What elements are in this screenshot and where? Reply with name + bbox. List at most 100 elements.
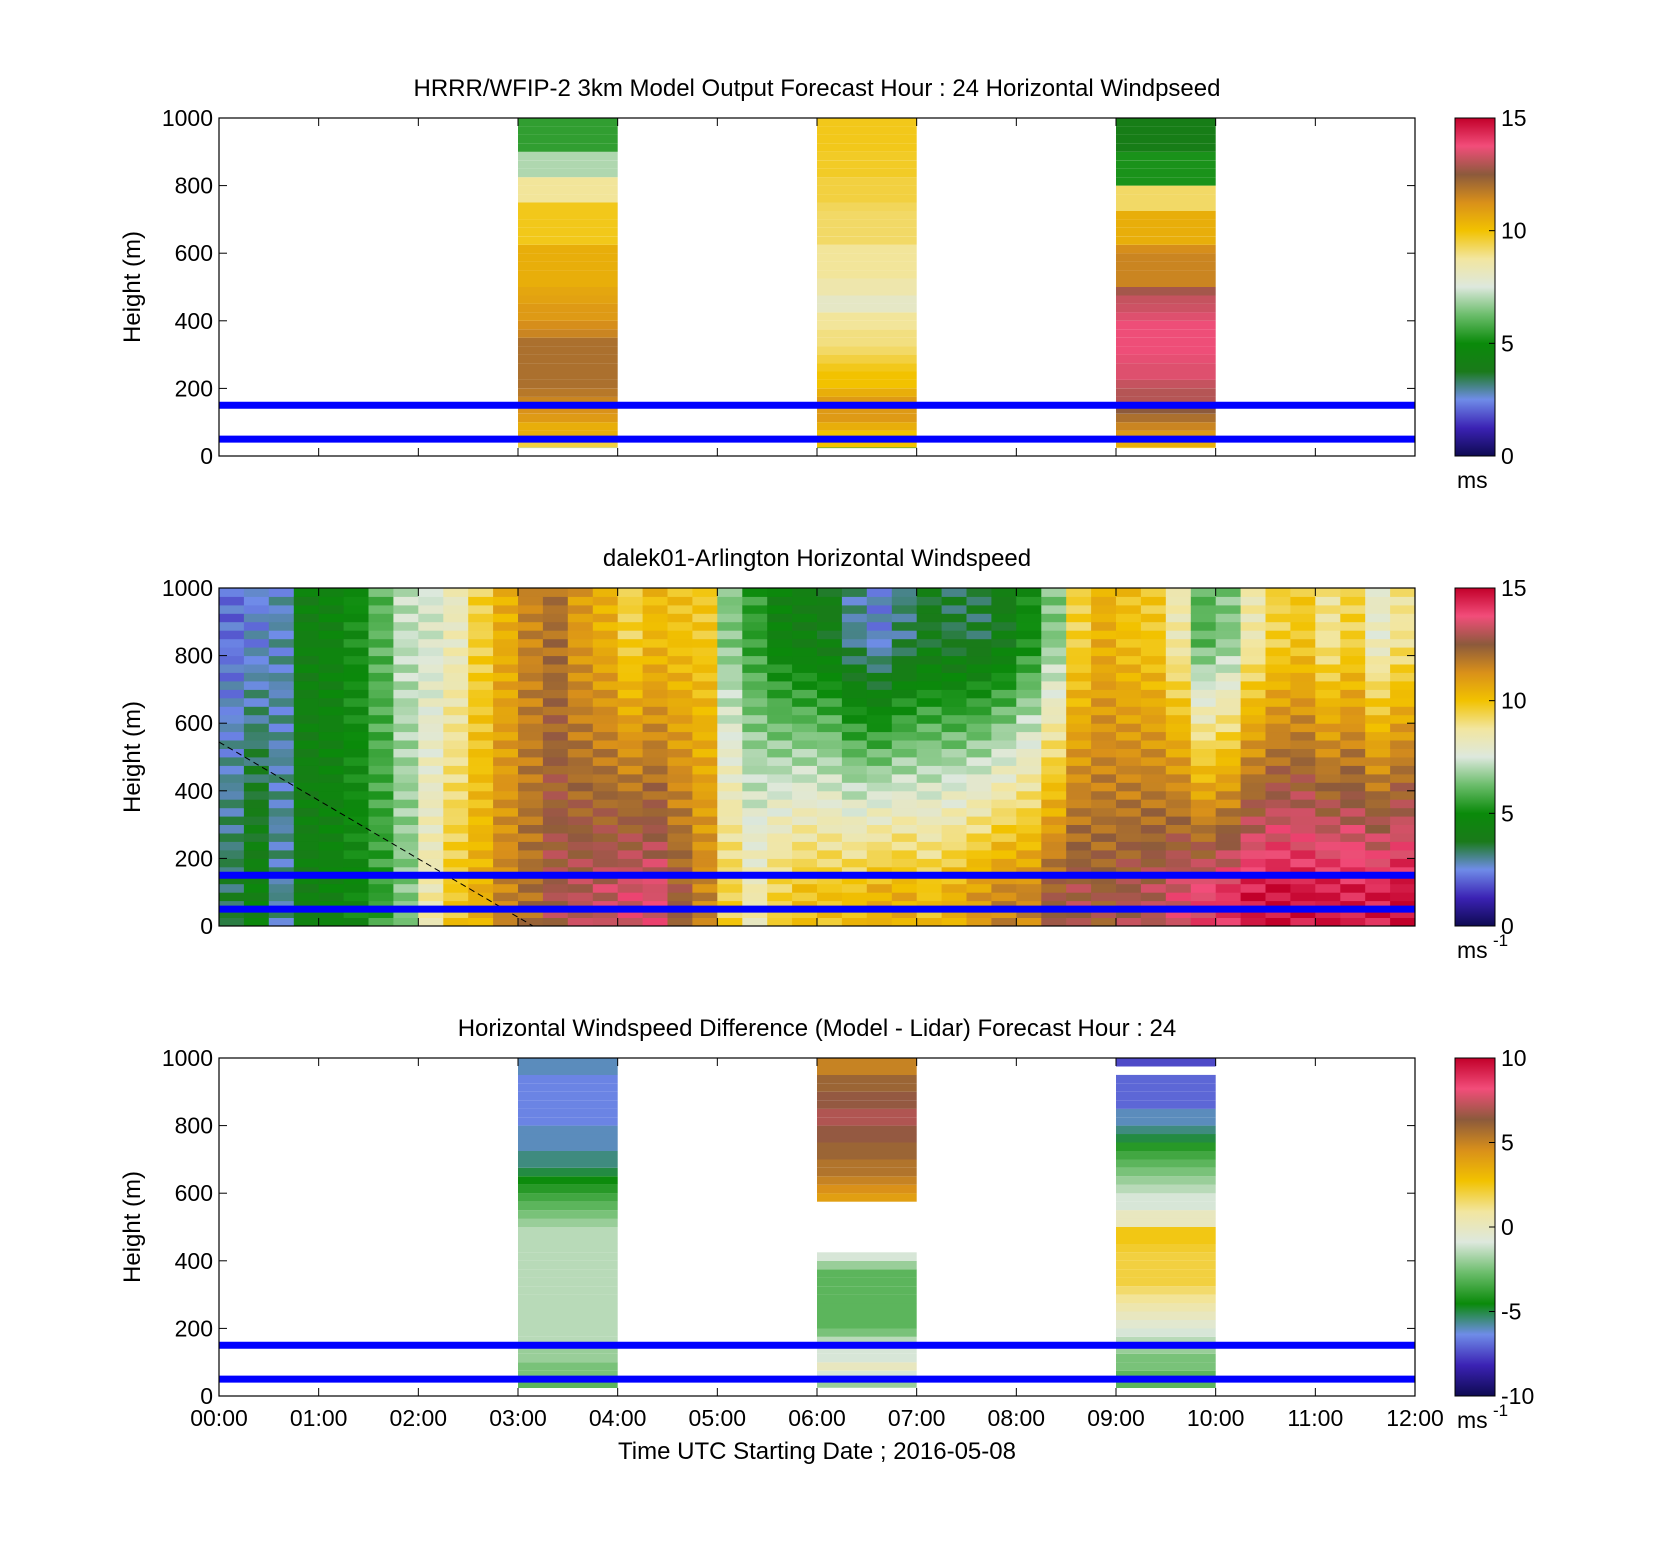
heat-cell: [991, 909, 1017, 918]
heat-cell: [916, 740, 942, 749]
heat-cell: [1165, 782, 1192, 792]
heat-cell: [219, 731, 245, 741]
heat-cell: [493, 892, 519, 902]
heat-cell: [1116, 1379, 1216, 1388]
heat-cell: [343, 604, 369, 614]
heat-cell: [268, 900, 295, 910]
heat-cell: [792, 900, 818, 910]
heat-cell: [518, 909, 544, 918]
heat-cell: [318, 892, 344, 902]
heat-cell: [817, 303, 917, 313]
heat-cell: [318, 833, 344, 842]
heat-cell: [243, 875, 270, 885]
heat-cell: [493, 588, 519, 597]
panel-diff-ylabel: Height (m): [119, 1171, 146, 1283]
heat-cell: [792, 773, 818, 783]
heat-cell: [518, 883, 544, 893]
heat-cell: [293, 706, 320, 716]
heat-cell: [518, 118, 618, 127]
heat-cell: [1315, 664, 1341, 673]
heat-cell: [243, 647, 270, 657]
x-tick-label: 02:00: [390, 1405, 448, 1431]
heat-cell: [368, 621, 394, 631]
heat-cell: [1315, 875, 1341, 885]
heat-cell: [1390, 850, 1415, 859]
heat-cell: [1340, 706, 1366, 716]
heat-cell: [243, 630, 270, 640]
heat-cell: [891, 621, 918, 631]
heat-cell: [692, 757, 718, 766]
heat-cell: [1165, 858, 1192, 868]
heat-cell: [941, 681, 967, 690]
heat-cell: [518, 1227, 618, 1236]
heat-cell: [817, 287, 917, 296]
heat-cell: [1315, 824, 1341, 834]
heat-cell: [567, 765, 594, 775]
heat-cell: [393, 697, 419, 707]
heat-cell: [243, 909, 270, 918]
heat-cell: [1315, 773, 1341, 783]
heat-cell: [941, 655, 967, 665]
heat-cell: [518, 824, 544, 834]
heat-cell: [1390, 647, 1415, 657]
heat-cell: [418, 799, 444, 809]
heat-cell: [343, 790, 369, 800]
heat-cell: [817, 782, 843, 792]
heat-cell: [617, 672, 643, 682]
heat-cell: [518, 143, 618, 152]
heat-cell: [1240, 757, 1266, 766]
heat-cell: [293, 647, 320, 657]
heat-cell: [642, 816, 668, 825]
heat-cell: [1091, 706, 1117, 716]
heat-cell: [617, 782, 643, 792]
heat-cell: [343, 664, 369, 673]
heat-cell: [567, 858, 594, 868]
heat-cell: [916, 909, 942, 918]
heat-cell: [1116, 773, 1142, 783]
heat-cell: [916, 790, 942, 800]
heat-cell: [592, 765, 619, 775]
heat-cell: [1290, 740, 1316, 749]
heat-cell: [1116, 1362, 1216, 1371]
heat-cell: [443, 697, 469, 707]
heat-cell: [1116, 689, 1142, 699]
heat-cell: [1365, 833, 1391, 842]
heat-cell: [1116, 1387, 1216, 1388]
heat-cell: [418, 866, 444, 876]
heat-cell: [1066, 909, 1092, 918]
heat-cell: [567, 706, 594, 716]
heat-cell: [1365, 588, 1391, 597]
heat-cell: [468, 596, 494, 606]
heat-cell: [841, 900, 868, 910]
heat-cell: [941, 900, 967, 910]
heat-cell: [468, 638, 494, 648]
heat-cell: [1140, 647, 1167, 657]
colorbar-tick-label: 0: [1501, 913, 1514, 939]
heat-cell: [493, 723, 519, 733]
heat-cell: [418, 604, 444, 614]
heat-cell: [542, 613, 569, 623]
heat-cell: [1340, 757, 1366, 766]
heat-cell: [667, 807, 693, 817]
heat-cell: [717, 630, 743, 640]
heat-cell: [717, 748, 743, 758]
heat-cell: [518, 697, 544, 707]
heat-cell: [219, 664, 245, 673]
heat-cell: [1016, 883, 1042, 893]
heat-cell: [567, 807, 594, 817]
heat-cell: [1116, 1320, 1216, 1329]
heat-cell: [692, 909, 718, 918]
heat-cell: [293, 596, 320, 606]
heat-cell: [1190, 630, 1217, 640]
heat-cell: [841, 909, 868, 918]
heat-cell: [1190, 816, 1217, 825]
heat-cell: [817, 1159, 917, 1168]
heat-cell: [717, 689, 743, 699]
heat-cell: [219, 866, 245, 876]
heat-cell: [617, 647, 643, 657]
heat-cell: [243, 892, 270, 902]
heat-cell: [692, 858, 718, 868]
heat-cell: [518, 850, 544, 859]
heat-cell: [1265, 621, 1291, 631]
heat-cell: [518, 757, 544, 766]
